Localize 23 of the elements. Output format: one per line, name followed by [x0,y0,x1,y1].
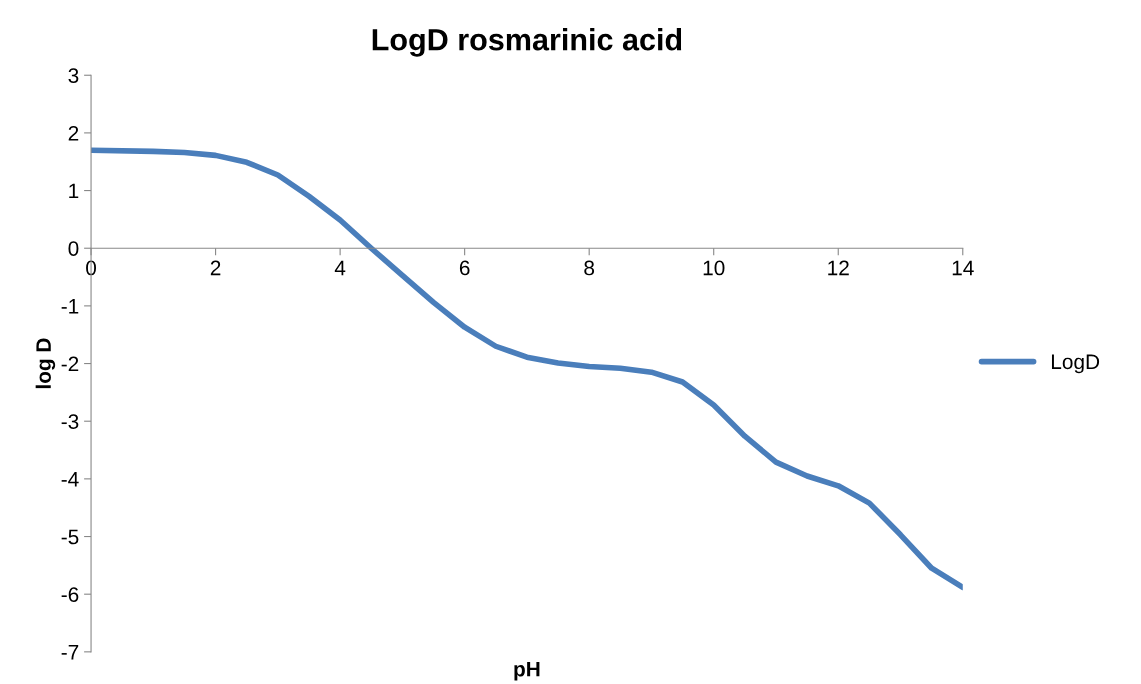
x-tick-label: 14 [952,260,974,276]
x-axis-title: pH [514,661,540,681]
y-tick-label: -1 [61,299,79,314]
y-tick-label: -3 [61,414,79,429]
x-tick-label: 10 [703,260,725,276]
chart-title: LogD rosmarinic acid [372,28,682,57]
x-tick-label: 4 [334,260,346,276]
legend-label: LogD [1051,354,1100,374]
y-tick-label: 1 [69,183,79,199]
y-tick-label: 2 [68,125,79,141]
y-tick-label: -4 [61,472,79,487]
x-tick-label: 6 [459,260,470,276]
y-tick-label: 0 [68,241,79,256]
x-tick-label: 8 [584,260,595,276]
y-axis-title: log D [35,338,56,389]
x-tick-label: 2 [210,260,221,276]
x-tick-label: 12 [828,260,849,276]
y-tick-label: -2 [61,356,79,372]
y-tick-label: -6 [61,587,79,602]
y-tick-label: 3 [68,68,79,83]
x-tick-label: 0 [86,260,97,276]
y-tick-label: -5 [61,529,79,545]
y-tick-label: -7 [61,645,79,660]
